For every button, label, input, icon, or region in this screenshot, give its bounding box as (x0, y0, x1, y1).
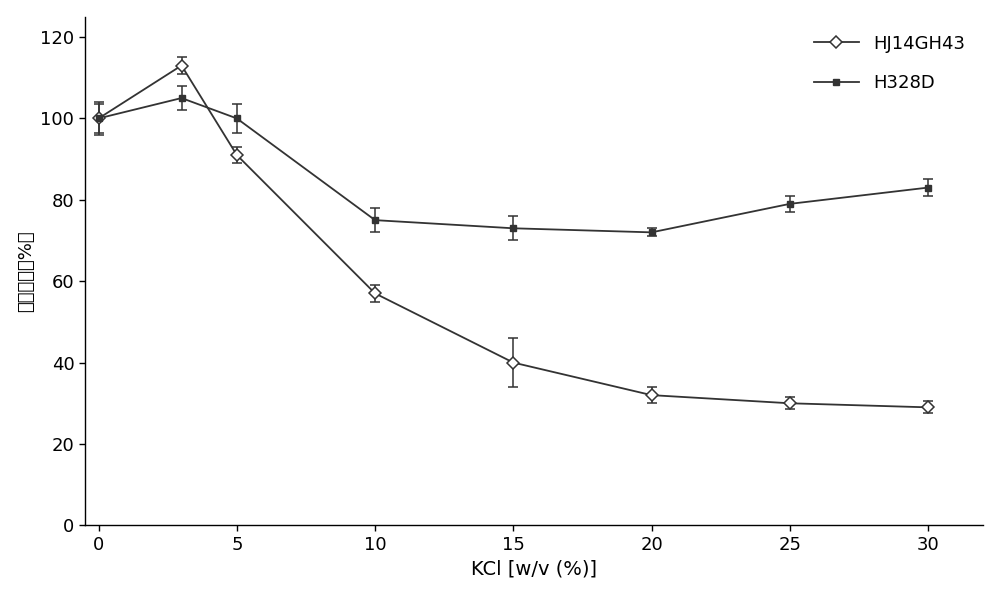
HJ14GH43 (231, 152, 243, 159)
H328D (93, 115, 105, 122)
Legend: HJ14GH43, H328D: HJ14GH43, H328D (805, 26, 974, 101)
HJ14GH43 (93, 115, 105, 122)
Line: H328D: H328D (95, 95, 932, 236)
H328D (231, 115, 243, 122)
HJ14GH43 (922, 404, 934, 411)
Y-axis label: 相对酶活（%）: 相对酶活（%） (17, 230, 35, 312)
H328D (784, 201, 796, 208)
H328D (507, 225, 519, 232)
HJ14GH43 (507, 359, 519, 366)
HJ14GH43 (176, 62, 188, 69)
Line: HJ14GH43: HJ14GH43 (94, 61, 932, 412)
X-axis label: KCl [w/v (%)]: KCl [w/v (%)] (471, 559, 597, 578)
HJ14GH43 (646, 392, 658, 399)
H328D (922, 184, 934, 191)
HJ14GH43 (369, 290, 381, 297)
H328D (369, 217, 381, 224)
H328D (646, 229, 658, 236)
H328D (176, 95, 188, 102)
HJ14GH43 (784, 400, 796, 407)
